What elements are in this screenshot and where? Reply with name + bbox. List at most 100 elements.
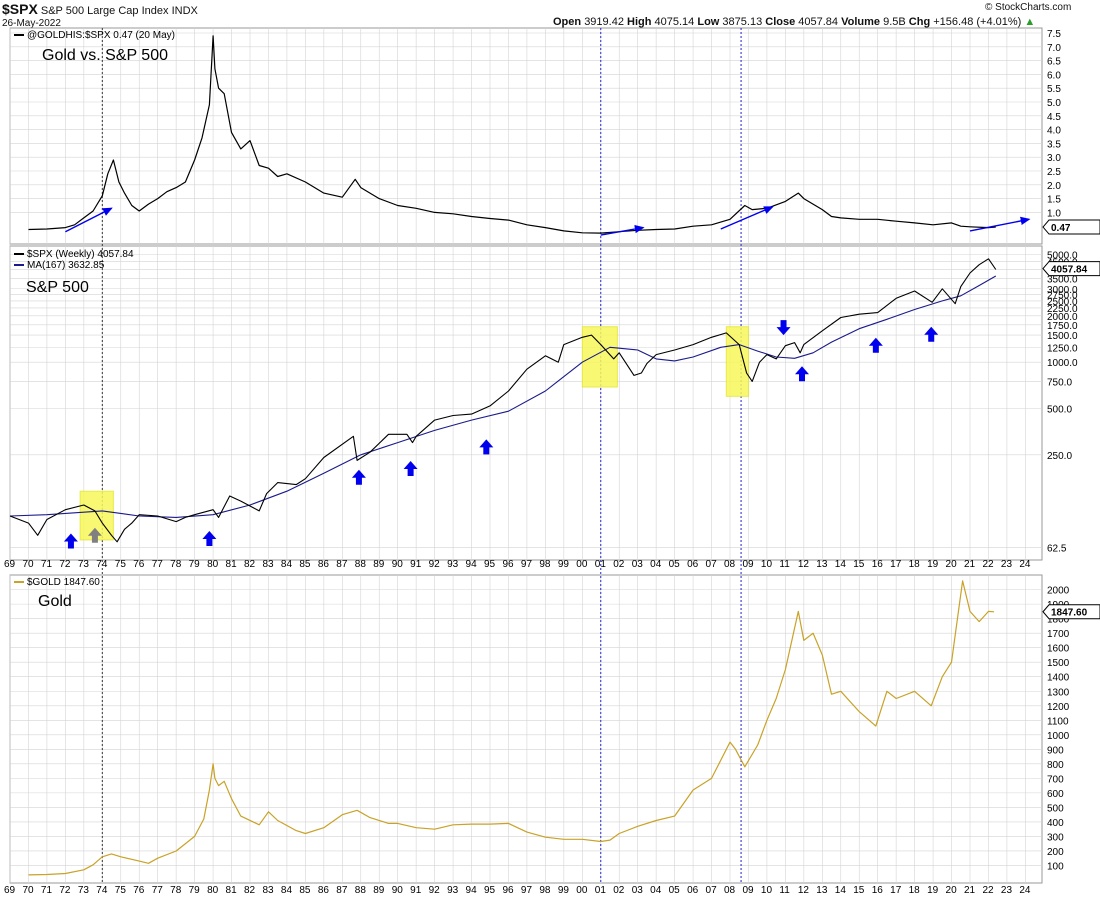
x-tick-label: 92 <box>429 885 441 896</box>
x-tick-label: 87 <box>336 559 348 570</box>
y-tick-label-spx: 2250.0 <box>1047 304 1078 315</box>
x-tick-label: 82 <box>244 559 256 570</box>
x-tick-label: 88 <box>355 885 367 896</box>
x-tick-label: 82 <box>244 885 256 896</box>
y-tick-label-gold: 1100 <box>1047 716 1069 727</box>
chart-title-ratio: Gold vs. S&P 500 <box>42 47 168 64</box>
legend-gold: $GOLD 1847.60 <box>27 577 100 588</box>
up-arrow-icon <box>924 326 939 342</box>
symbol-name: S&P 500 Large Cap Index <box>40 5 169 17</box>
y-tick-label-gold: 1800 <box>1047 615 1070 626</box>
panel-frame-ratio <box>9 27 1043 245</box>
y-tick-label-ratio: 5.0 <box>1047 98 1061 109</box>
y-tick-label-spx: 62.5 <box>1047 543 1067 554</box>
x-axis-bottom: 69 70 71 72 73 74 75 76 77 78 79 80 81 82 83 84 85 86 87 88… <box>4 885 1031 896</box>
x-tick-label: 21 <box>964 885 976 896</box>
x-tick-label: 18 <box>909 559 921 570</box>
x-tick-label: 23 <box>1001 559 1013 570</box>
y-tick-label-spx: 5000.0 <box>1047 251 1078 262</box>
x-tick-label: 78 <box>170 559 182 570</box>
y-tick-label-gold: 200 <box>1047 847 1064 858</box>
current-value-spx: 4057.84 <box>1042 261 1100 277</box>
x-tick-label: 73 <box>78 885 90 896</box>
x-tick-label: 98 <box>539 559 551 570</box>
current-value-gold-box <box>1042 604 1100 620</box>
y-tick-label-spx: 500.0 <box>1047 404 1072 415</box>
x-tick-label: 24 <box>1019 885 1031 896</box>
y-tick-label-ratio: 7.5 <box>1047 29 1061 40</box>
volume-label: Volume <box>841 16 881 28</box>
x-tick-label: 03 <box>632 885 644 896</box>
chg-value: +156.48 (+4.01%) <box>933 16 1022 28</box>
y-tick-label-gold: 100 <box>1047 861 1064 872</box>
x-tick-label: 85 <box>299 559 311 570</box>
y-tick-label-ratio: 1.0 <box>1047 208 1061 219</box>
x-tick-label: 14 <box>835 559 847 570</box>
trend-arrow <box>65 207 113 233</box>
close-label: Close <box>765 16 796 28</box>
high-value: 4075.14 <box>654 16 695 28</box>
y-tick-label-gold: 800 <box>1047 760 1064 771</box>
current-value-ratio: 0.47 <box>1042 219 1100 235</box>
x-tick-label: 95 <box>484 559 496 570</box>
x-tick-label: 98 <box>539 885 551 896</box>
x-tick-label: 13 <box>816 559 828 570</box>
symbol: $SPX <box>2 1 38 17</box>
chg-up-icon: ▲ <box>1024 16 1036 28</box>
x-tick-label: 86 <box>318 885 330 896</box>
x-tick-label: 84 <box>281 885 293 896</box>
highlight-box <box>725 326 749 397</box>
x-tick-label: 18 <box>909 885 921 896</box>
up-arrow-icon <box>868 337 883 353</box>
x-tick-label: 20 <box>946 559 958 570</box>
current-value-ratio-box <box>1042 219 1100 235</box>
x-tick-label: 75 <box>115 885 127 896</box>
y-tick-label-gold: 700 <box>1047 774 1064 785</box>
x-tick-label: 69 <box>4 885 16 896</box>
x-tick-label: 75 <box>115 559 127 570</box>
open-value: 3919.42 <box>584 16 624 28</box>
up-arrow-icon <box>403 460 418 476</box>
x-tick-label: 77 <box>152 559 164 570</box>
header-date: 26-May-2022 <box>2 18 61 29</box>
x-tick-label: 93 <box>447 559 459 570</box>
x-tick-label: 19 <box>927 885 939 896</box>
trend-arrow <box>600 224 645 236</box>
y-tick-label-ratio: 3.5 <box>1047 139 1061 150</box>
y-tick-label-gold: 300 <box>1047 832 1064 843</box>
x-tick-label: 97 <box>521 559 533 570</box>
y-tick-label-gold: 600 <box>1047 789 1064 800</box>
x-tick-label: 09 <box>742 559 754 570</box>
x-tick-label: 73 <box>78 559 90 570</box>
y-tick-label-gold: 1300 <box>1047 687 1070 698</box>
x-tick-label: 14 <box>835 885 847 896</box>
y-tick-label-gold: 1500 <box>1047 658 1070 669</box>
x-tick-label: 84 <box>281 559 293 570</box>
x-tick-label: 17 <box>890 559 902 570</box>
x-tick-label: 76 <box>133 885 145 896</box>
y-tick-label-gold: 400 <box>1047 818 1064 829</box>
x-tick-label: 15 <box>853 559 865 570</box>
x-tick-label: 20 <box>946 885 958 896</box>
x-tick-label: 69 <box>4 559 16 570</box>
x-tick-label: 91 <box>410 559 422 570</box>
y-tick-label-spx: 1000.0 <box>1047 358 1078 369</box>
up-arrow-icon <box>87 527 102 543</box>
series-line-spx-ma167 <box>9 275 997 518</box>
x-tick-label: 21 <box>964 559 976 570</box>
x-tick-label: 15 <box>853 885 865 896</box>
panel-gold: 2000190018001700160015001400130012001100… <box>9 574 1070 884</box>
y-tick-label-ratio: 6.0 <box>1047 70 1061 81</box>
x-tick-label: 05 <box>669 559 681 570</box>
x-tick-label: 07 <box>706 885 718 896</box>
x-tick-label: 91 <box>410 885 422 896</box>
y-tick-label-ratio: 6.5 <box>1047 57 1061 68</box>
x-tick-label: 92 <box>429 559 441 570</box>
x-tick-label: 81 <box>226 559 238 570</box>
x-tick-label: 94 <box>466 559 478 570</box>
x-tick-label: 02 <box>613 885 625 896</box>
x-tick-label: 04 <box>650 559 662 570</box>
y-tick-label-spx: 3000.0 <box>1047 285 1078 296</box>
up-arrow-icon <box>63 533 78 549</box>
x-tick-label: 74 <box>96 885 108 896</box>
